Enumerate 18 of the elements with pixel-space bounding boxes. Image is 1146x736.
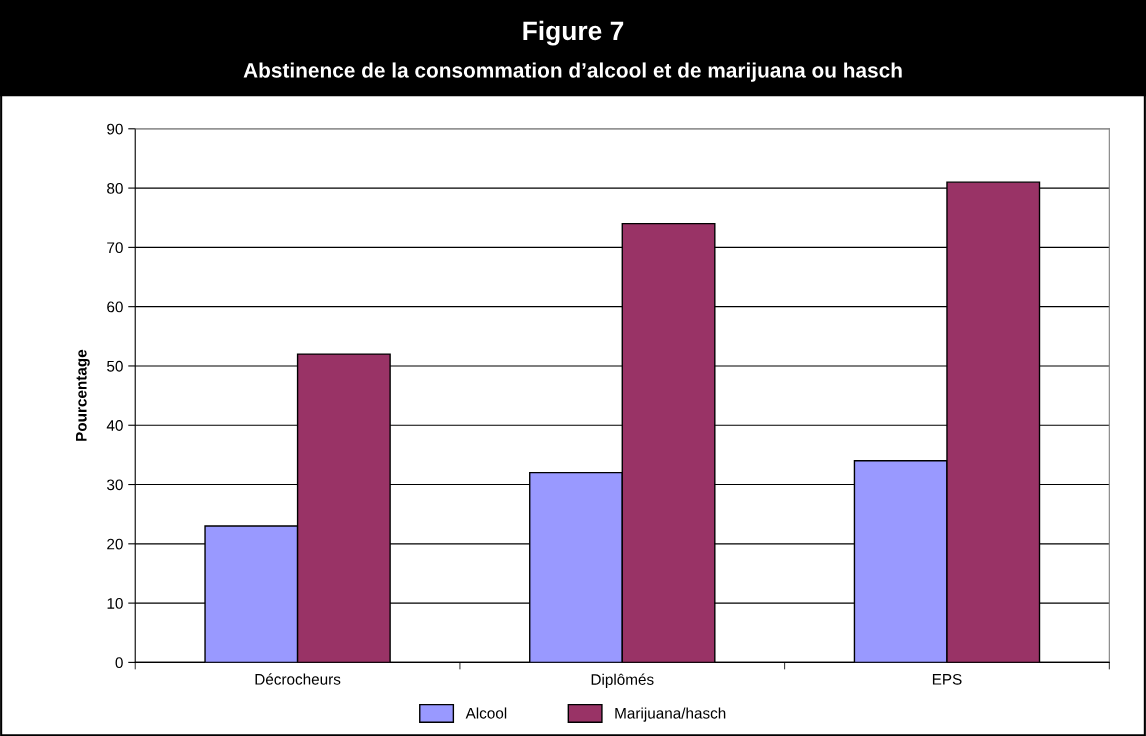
y-tick-label: 60 — [107, 301, 123, 313]
y-tick-label: 0 — [115, 657, 123, 669]
legend-label: Alcool — [465, 707, 507, 719]
chart-subtitle: Abstinence de la consommation d’alcool et de marijuana ou hasch — [243, 62, 902, 82]
y-tick-label: 10 — [107, 597, 123, 609]
chart-title: Figure 7 — [523, 20, 624, 46]
y-tick-label: 20 — [107, 538, 123, 550]
y-tick-label: 90 — [107, 123, 123, 135]
x-tick-label: Diplômés — [591, 673, 654, 688]
legend-label: Marijuana/hasch — [615, 707, 726, 722]
y-tick-label: 80 — [107, 182, 123, 194]
y-tick-label: 70 — [107, 242, 123, 254]
y-tick-label: 30 — [107, 479, 123, 491]
x-tick-label: EPS — [932, 673, 962, 685]
y-tick-label: 40 — [106, 420, 123, 431]
x-tick-label: Décrocheurs — [255, 673, 341, 685]
y-axis-title: Pourcentage — [76, 349, 90, 441]
y-tick-label: 50 — [107, 360, 123, 372]
